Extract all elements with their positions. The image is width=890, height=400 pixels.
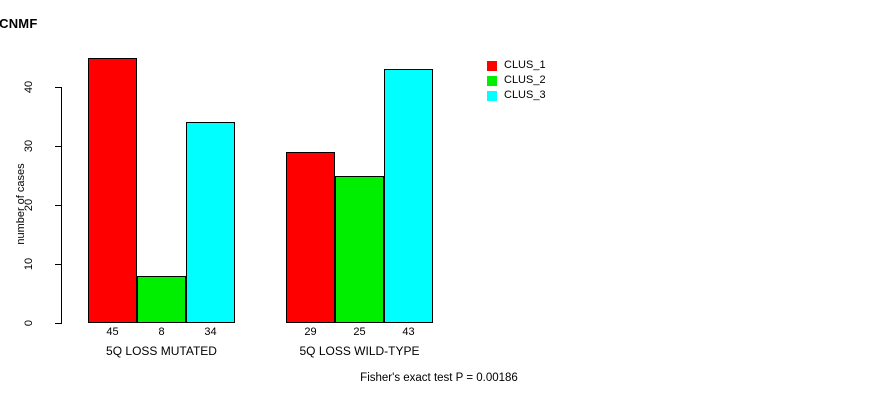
- bar: [137, 275, 186, 323]
- y-axis-tick: [55, 146, 61, 147]
- legend-item-label: CLUS_1: [504, 59, 546, 71]
- footer-annotation-text: Fisher's exact test P = 0.00186: [360, 372, 518, 384]
- y-axis-title: number of cases: [15, 163, 27, 245]
- y-axis-tick: [55, 87, 61, 88]
- legend-swatch-icon: [487, 60, 497, 71]
- chart-title: CN_CNMF: [0, 16, 890, 31]
- legend: CLUS_1 CLUS_2 CLUS_3: [487, 58, 546, 103]
- bar: [384, 69, 433, 323]
- bar-value-label: 8: [158, 326, 165, 338]
- footer-annotation: Fisher's exact test P = 0.00186: [0, 372, 890, 384]
- bar-value-label: 25: [353, 326, 366, 338]
- legend-item: CLUS_1: [487, 58, 546, 73]
- legend-item: CLUS_2: [487, 73, 546, 88]
- y-axis-tick: [55, 264, 61, 265]
- bar: [88, 57, 137, 323]
- y-axis-line: [61, 87, 62, 324]
- bar-value-label: 43: [402, 326, 415, 338]
- x-axis-group-label: 5Q LOSS MUTATED: [106, 344, 217, 358]
- y-axis-tick: [55, 205, 61, 206]
- legend-item: CLUS_3: [487, 88, 546, 103]
- y-axis-tick-label: 0: [23, 319, 35, 327]
- bar: [286, 151, 335, 323]
- legend-swatch-icon: [487, 90, 497, 101]
- legend-item-label: CLUS_3: [504, 89, 546, 101]
- bar-value-label: 29: [304, 326, 317, 338]
- y-axis-tick: [55, 323, 61, 324]
- y-axis-tick-label: 40: [23, 80, 35, 94]
- legend-swatch-icon: [487, 75, 497, 86]
- legend-item-label: CLUS_2: [504, 74, 546, 86]
- bar: [335, 175, 384, 323]
- bar-value-label: 45: [106, 326, 119, 338]
- x-axis-group-label: 5Q LOSS WILD-TYPE: [299, 344, 420, 358]
- bar-value-label: 34: [204, 326, 217, 338]
- bar: [186, 122, 235, 323]
- chart-title-text: CN_CNMF: [0, 16, 38, 31]
